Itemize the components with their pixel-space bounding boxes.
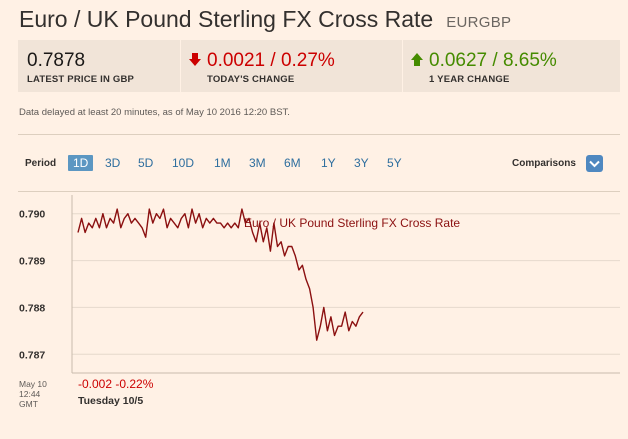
title-row: Euro / UK Pound Sterling FX Cross Rate E…	[19, 6, 511, 33]
arrow-down-icon	[189, 53, 201, 66]
year-change-label: 1 YEAR CHANGE	[429, 74, 510, 85]
price-chart: 0.790 0.789 0.788 0.787 Euro / UK Pound Ste…	[19, 195, 620, 374]
todays-change-value: 0.0021 / 0.27%	[207, 50, 335, 71]
period-label: Period	[25, 158, 57, 169]
year-change-stat: 0.0627 / 8.65% 1 YEAR CHANGE	[402, 40, 620, 92]
period-tab-1y[interactable]: 1Y	[321, 156, 336, 170]
ticker-symbol: EURGBP	[446, 14, 512, 31]
divider	[18, 191, 620, 192]
series-line	[77, 208, 364, 341]
comparisons-dropdown-button[interactable]	[586, 155, 603, 172]
chevron-down-icon	[589, 160, 600, 168]
period-tab-1d[interactable]: 1D	[68, 155, 94, 171]
y-tick-label: 0.790	[19, 209, 45, 221]
period-tab-3d[interactable]: 3D	[105, 156, 121, 170]
footer-tz-line: GMT	[19, 399, 38, 409]
chart-title: Euro / UK Pound Sterling FX Cross Rate	[244, 216, 460, 230]
stats-bar: 0.7878 LATEST PRICE IN GBP 0.0021 / 0.27…	[18, 40, 620, 92]
footer-date-line: May 10	[19, 379, 47, 389]
y-tick-label: 0.788	[19, 302, 45, 314]
footer-time-line: 12:44	[19, 389, 41, 399]
y-tick-label: 0.787	[19, 349, 45, 361]
footer-time: May 10 12:44 GMT	[19, 379, 47, 409]
page-title: Euro / UK Pound Sterling FX Cross Rate	[19, 6, 434, 32]
latest-price-value: 0.7878	[27, 50, 86, 71]
latest-price-stat: 0.7878 LATEST PRICE IN GBP	[18, 40, 180, 92]
period-tab-5y[interactable]: 5Y	[387, 156, 402, 170]
period-tab-3y[interactable]: 3Y	[354, 156, 369, 170]
period-tab-10d[interactable]: 10D	[172, 156, 195, 170]
divider	[18, 134, 620, 135]
period-tab-3m[interactable]: 3M	[249, 156, 266, 170]
footer-date: Tuesday 10/5	[78, 395, 144, 407]
arrow-up-icon	[411, 53, 423, 66]
todays-change-stat: 0.0021 / 0.27% TODAY'S CHANGE	[180, 40, 402, 92]
period-tab-5d[interactable]: 5D	[138, 156, 154, 170]
latest-price-label: LATEST PRICE IN GBP	[27, 74, 135, 85]
footer-change: -0.002 -0.22%	[78, 377, 154, 391]
delay-notice: Data delayed at least 20 minutes, as of …	[19, 107, 290, 118]
period-tab-1m[interactable]: 1M	[214, 156, 231, 170]
year-change-value: 0.0627 / 8.65%	[429, 50, 557, 71]
period-tab-6m[interactable]: 6M	[284, 156, 301, 170]
comparisons-label: Comparisons	[512, 158, 576, 169]
todays-change-label: TODAY'S CHANGE	[207, 74, 295, 85]
y-tick-label: 0.789	[19, 256, 45, 268]
